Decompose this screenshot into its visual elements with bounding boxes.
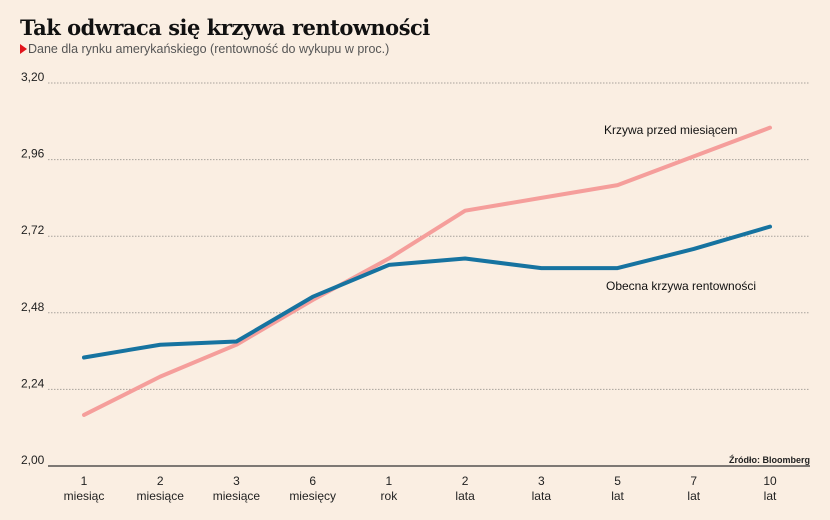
x-tick-label-number: 3 [233, 474, 240, 488]
x-tick-label-number: 1 [81, 474, 88, 488]
x-tick-label-number: 2 [462, 474, 469, 488]
y-tick-label: 2,72 [21, 223, 45, 237]
series-line-month-ago [82, 125, 772, 417]
x-tick-label-number: 10 [763, 474, 777, 488]
y-tick-label: 2,96 [21, 147, 45, 161]
subtitle-text: Dane dla rynku amerykańskiego (rentownoś… [28, 42, 390, 56]
annotation-month-ago: Krzywa przed miesiącem [604, 123, 737, 137]
x-tick-label-unit: miesiąc [64, 489, 105, 503]
x-tick-label-unit: lata [455, 489, 475, 503]
y-tick-label: 2,48 [21, 300, 45, 314]
gridlines [48, 82, 810, 467]
x-tick-label-number: 1 [386, 474, 393, 488]
chart-subtitle: Dane dla rynku amerykańskiego (rentownoś… [20, 42, 389, 56]
x-tick-label-unit: lat [687, 489, 700, 503]
x-tick-label-unit: lata [532, 489, 552, 503]
x-tick-label-unit: miesiące [213, 489, 261, 503]
x-tick-label-number: 6 [309, 474, 316, 488]
x-tick-label-number: 2 [157, 474, 164, 488]
series-line-current [82, 224, 772, 360]
y-axis-ticks: 2,00 2,24 2,48 2,72 2,96 3,20 [21, 70, 45, 467]
red-triangle-marker-icon [20, 44, 27, 54]
chart-title: Tak odwraca się krzywa rentowności [20, 15, 430, 40]
x-tick-label-unit: lat [611, 489, 624, 503]
annotation-current: Obecna krzywa rentowności [606, 279, 756, 293]
source-note: Źródło: Bloomberg [729, 455, 810, 465]
x-tick-label-unit: miesiące [137, 489, 185, 503]
y-tick-label: 3,20 [21, 70, 45, 84]
x-tick-label-unit: rok [381, 489, 399, 503]
x-axis-ticks: 1miesiąc2miesiące3miesiące6miesięcy1rok2… [64, 474, 777, 503]
y-tick-label: 2,24 [21, 376, 45, 390]
y-tick-label: 2,00 [21, 453, 45, 467]
x-tick-label-number: 7 [690, 474, 697, 488]
x-tick-label-number: 5 [614, 474, 621, 488]
series-lines [82, 125, 772, 417]
x-tick-label-number: 3 [538, 474, 545, 488]
x-tick-label-unit: miesięcy [289, 489, 336, 503]
x-tick-label-unit: lat [764, 489, 777, 503]
